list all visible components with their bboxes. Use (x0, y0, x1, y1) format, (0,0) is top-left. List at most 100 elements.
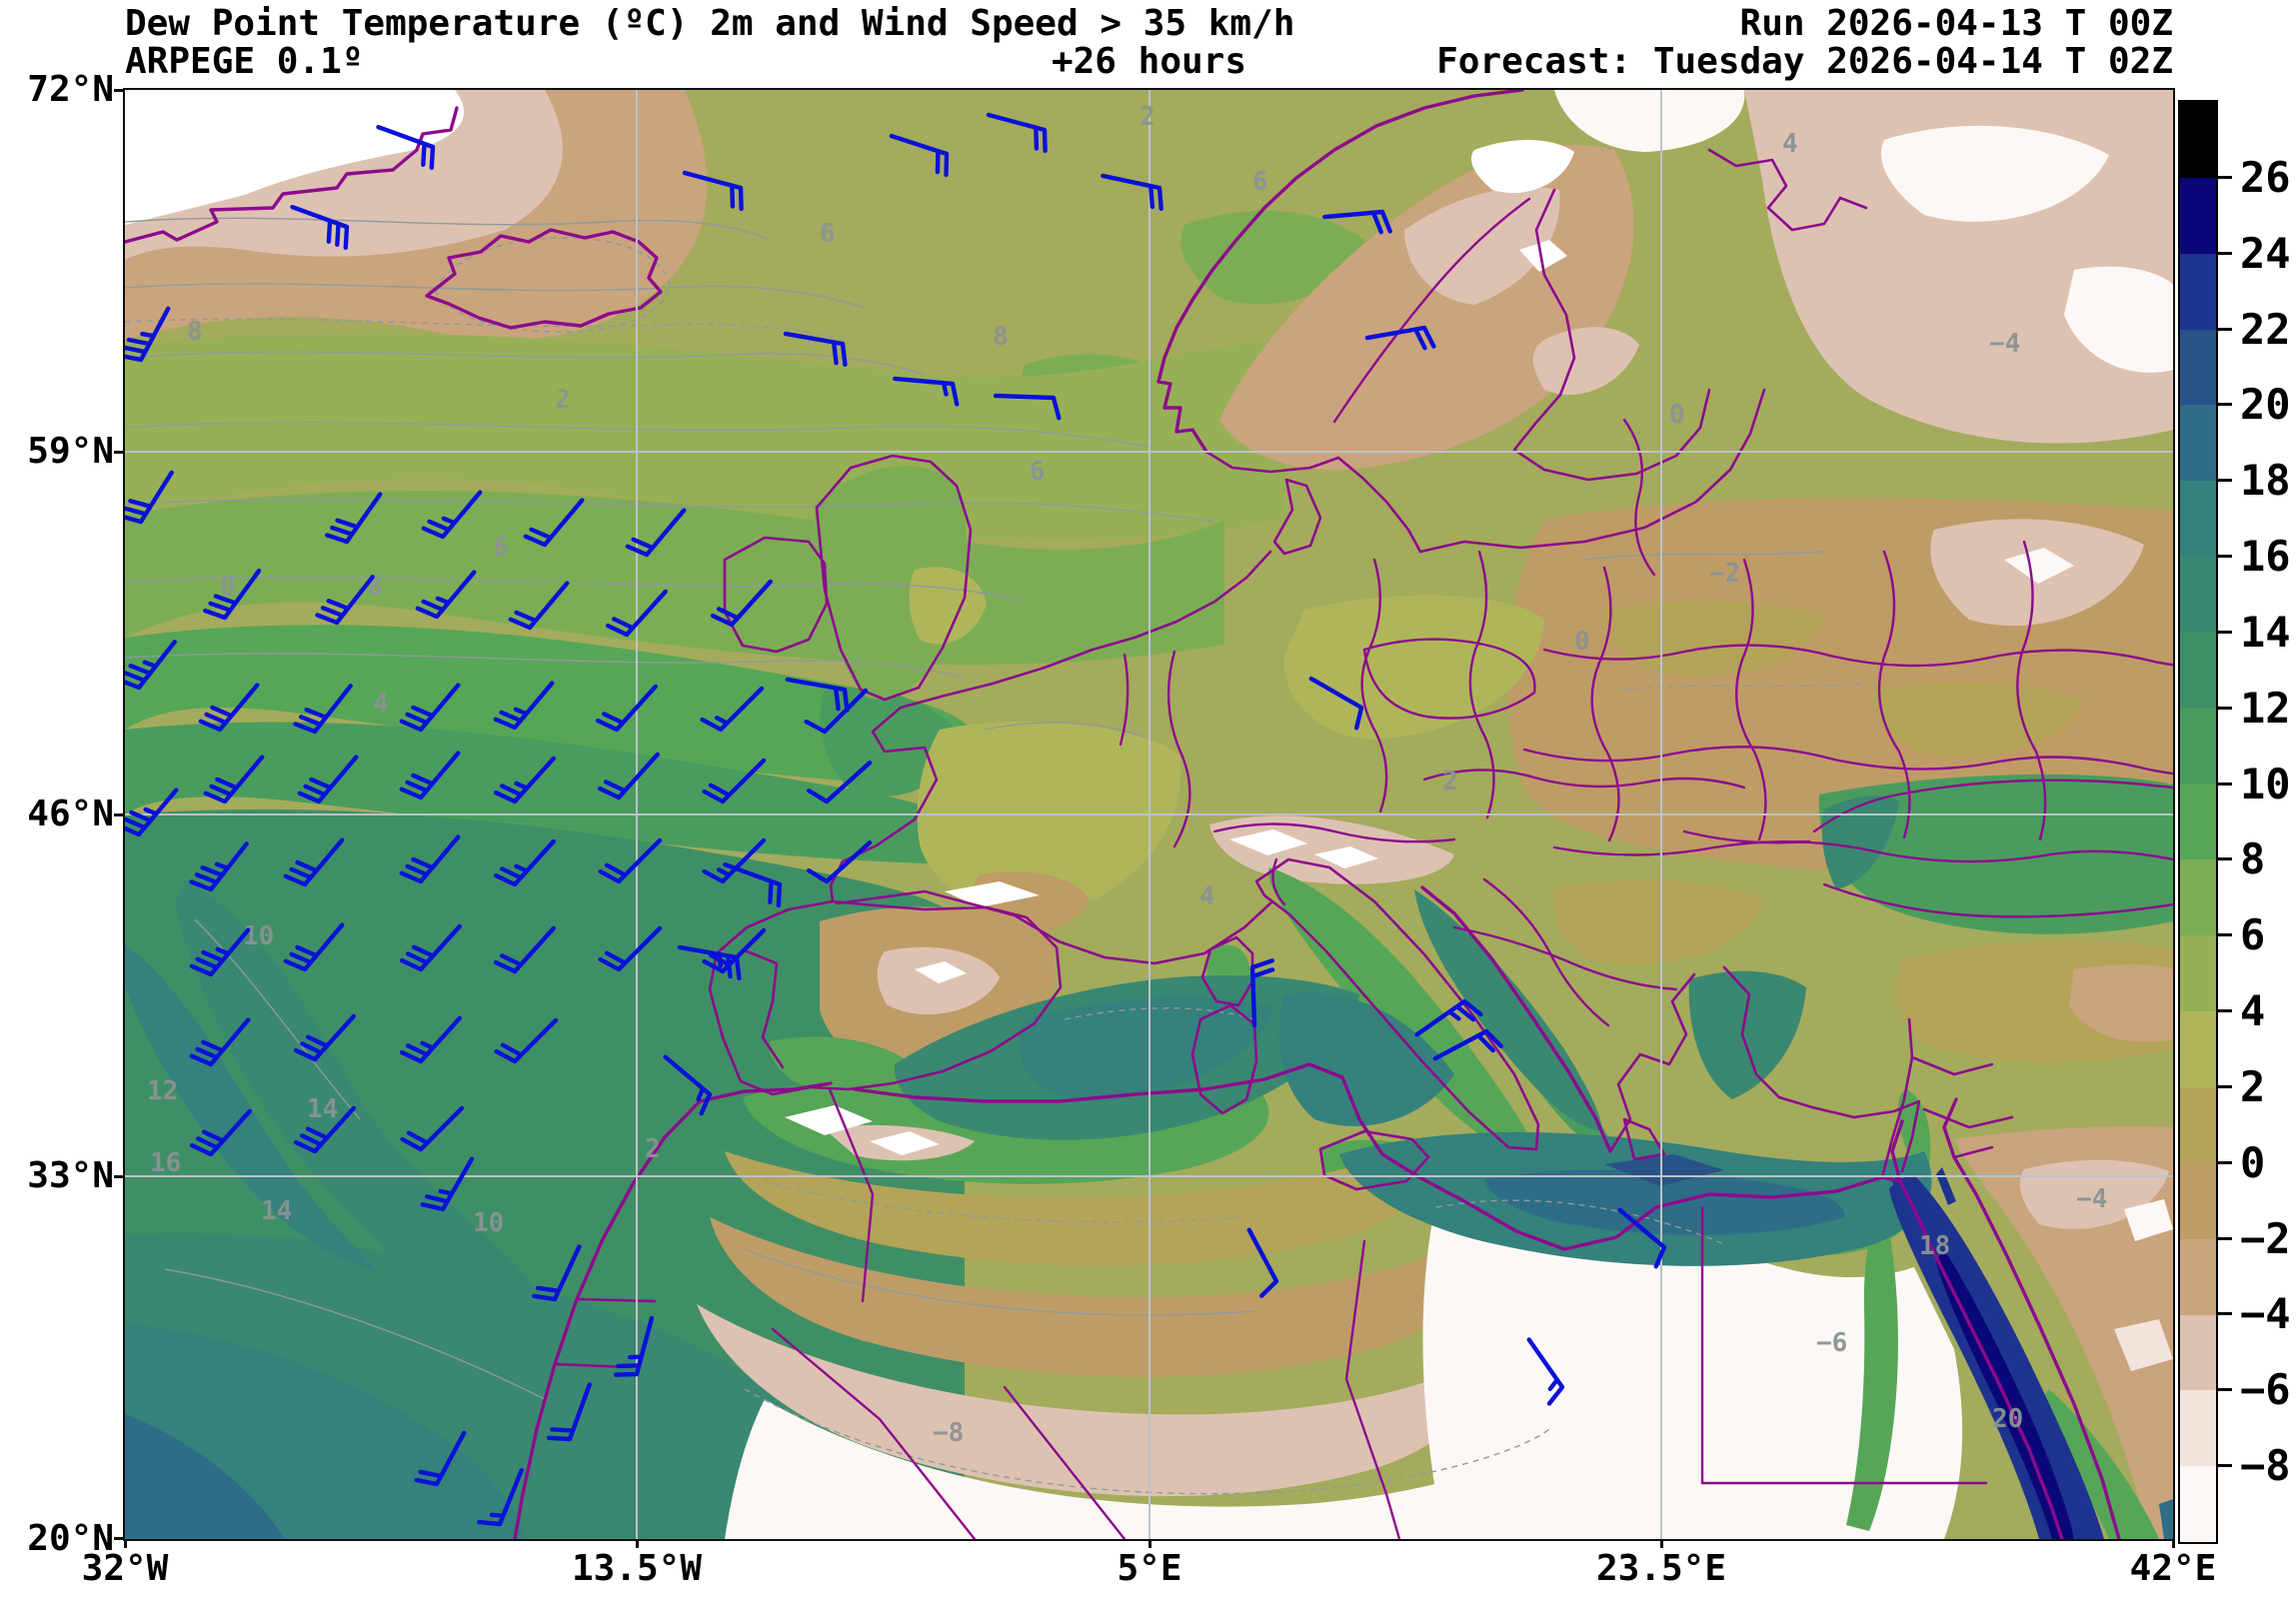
wind-barb-glyph (125, 640, 177, 691)
colorbar-tick-label: −6 (2240, 1365, 2291, 1415)
wind-barb-glyph (203, 568, 262, 621)
country-borders (708, 148, 2014, 1191)
wind-barb (493, 756, 557, 804)
colorbar-segment (2180, 1011, 2216, 1087)
colorbar-tick-dash (2216, 782, 2232, 786)
wind-barb-glyph (399, 923, 463, 972)
wind-barb-glyph (189, 841, 249, 892)
region-teal-diagonal (175, 879, 545, 1344)
wind-barb (421, 490, 483, 540)
colorbar-segment (2180, 329, 2216, 406)
header-row-2: ARPEGE 0.1º +26 hours Forecast: Tuesday … (125, 44, 2173, 80)
wind-barb (189, 927, 251, 977)
region-sahara-tan (710, 1217, 1468, 1377)
colorbar-tick-label: −2 (2240, 1213, 2291, 1263)
wind-barb (508, 581, 570, 631)
wind-barb-glyph (421, 490, 483, 540)
colorbar-segment (2180, 253, 2216, 330)
wind-barb-glyph (399, 751, 461, 801)
wind-barb (125, 306, 171, 363)
wind-barb-glyph (414, 1430, 467, 1487)
colorbar-tick-label: −4 (2240, 1289, 2291, 1339)
colorbar-tick-label: 24 (2240, 228, 2291, 278)
wind-barb (477, 1468, 524, 1527)
colorbar-tick-label: 8 (2240, 834, 2266, 884)
wind-barbs (125, 112, 1667, 1527)
wind-barb-glyph (595, 684, 659, 733)
wind-barb-glyph (986, 112, 1048, 154)
wind-barb-glyph (508, 581, 570, 631)
wind-barb-glyph (376, 124, 436, 171)
region-nile-valley (1846, 1214, 1898, 1531)
wind-barb-glyph (1617, 1207, 1667, 1269)
wind-barb-glyph (293, 684, 353, 735)
colorbar-tick-label: 10 (2240, 759, 2291, 808)
wind-barb-glyph (399, 834, 461, 884)
wind-barb (399, 751, 461, 801)
contour-label: 14 (261, 1196, 292, 1226)
colorbar-tick-label: 18 (2240, 456, 2291, 506)
contour-label: 2 (1140, 102, 1155, 132)
region-med-deep-spot (1604, 1154, 1724, 1186)
wind-barb-glyph (523, 498, 585, 548)
wind-barb (710, 579, 774, 628)
wind-barb (804, 688, 869, 735)
x-tick (1148, 1539, 1151, 1548)
wind-barb-glyph (203, 755, 265, 804)
wind-barb-glyph (189, 1108, 253, 1157)
contour-label: 16 (150, 1148, 181, 1178)
page-title: Dew Point Temperature (ºC) 2m and Wind S… (125, 3, 1295, 44)
wind-barb (677, 944, 742, 980)
header-row-1: Dew Point Temperature (ºC) 2m and Wind S… (125, 6, 2173, 42)
region-iberia-south-green (769, 1036, 925, 1093)
wind-barb (400, 1105, 465, 1152)
contour-label: 12 (147, 1076, 178, 1106)
wind-barb (290, 204, 350, 251)
colorbar-tick-dash (2216, 327, 2232, 331)
wind-barb-glyph (598, 837, 663, 884)
contour-label: 4 (1782, 129, 1798, 159)
colorbar-tick-dash (2216, 1388, 2232, 1392)
wind-barb-glyph (605, 589, 669, 638)
region-maghreb-khaki (725, 1147, 1420, 1266)
wind-barb-glyph (532, 1244, 582, 1302)
interior-borders (553, 197, 2173, 1539)
wind-barb-glyph (297, 755, 359, 804)
wind-barb (889, 133, 950, 178)
lon-label-5E: 5°E (1117, 1548, 1182, 1589)
wind-barb (597, 752, 661, 801)
lon-label-13.5W: 13.5°W (571, 1548, 703, 1589)
lat-label-33N: 33°N (27, 1155, 114, 1196)
x-tick (2172, 1539, 2175, 1548)
region-alps-snow (1314, 846, 1378, 868)
wind-barb (1432, 1028, 1503, 1061)
wind-barb (613, 1315, 655, 1377)
wind-barb (399, 683, 461, 733)
wind-barb (1322, 209, 1392, 235)
region-arabia-white (2124, 1199, 2173, 1241)
land-layers (697, 90, 2173, 1539)
region-west-med-core (1020, 997, 1274, 1102)
contour-label: 6 (493, 533, 509, 563)
region-atlas-snow (870, 1131, 940, 1155)
colorbar: 26 24 22 20 18 16 14 12 10 8 6 4 2 0 −2 −4 −6 −8 (2178, 100, 2291, 1544)
contour-label: −4 (1989, 329, 2020, 359)
wind-barb-glyph (1364, 325, 1436, 351)
region-teal-deep-wisp (125, 1414, 285, 1539)
region-ee-khaki (1603, 600, 1824, 678)
wind-barb-glyph (893, 376, 960, 407)
region-east-med-dark (1484, 1169, 1845, 1235)
region-italy (1268, 867, 1532, 1150)
wind-barb (293, 684, 353, 735)
colorbar-tick-label: 4 (2240, 986, 2266, 1036)
lon-label-42E: 42°E (2129, 1548, 2217, 1589)
contour-label: −2 (1709, 559, 1740, 589)
x-tick (124, 1539, 127, 1548)
wind-barb-glyph (494, 1017, 559, 1064)
wind-barb-glyph (889, 133, 950, 178)
wind-barb (1364, 325, 1436, 351)
wind-barb-glyph (783, 331, 848, 367)
contour-label: −6 (1816, 1328, 1847, 1358)
wind-barb (189, 841, 249, 892)
colorbar-tick-dash (2216, 1084, 2232, 1088)
